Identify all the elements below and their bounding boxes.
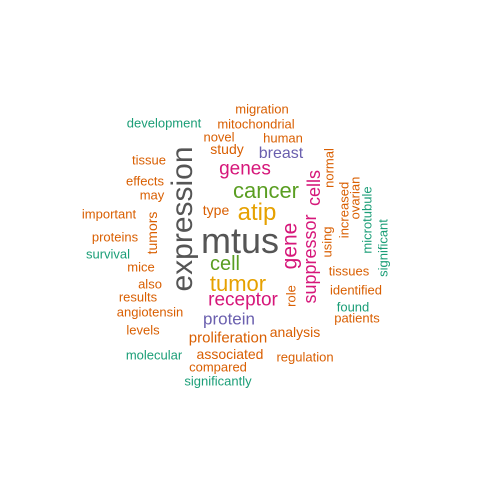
- word-expression: expression: [166, 146, 199, 292]
- word-cells: cells: [304, 169, 324, 207]
- word-tissues: tissues: [328, 263, 370, 279]
- word-role: role: [283, 285, 299, 307]
- word-using: using: [319, 226, 335, 258]
- word-also: also: [138, 276, 162, 292]
- word-analysis: analysis: [269, 324, 321, 340]
- word-tissue: tissue: [132, 152, 166, 168]
- word-cell: cell: [209, 253, 241, 275]
- word-tumors: tumors: [144, 211, 160, 255]
- word-gene: gene: [278, 222, 302, 270]
- word-molecular: molecular: [125, 347, 183, 363]
- word-identified: identified: [329, 282, 383, 298]
- word-associated: associated: [196, 346, 264, 362]
- word-levels: levels: [126, 322, 160, 338]
- word-development: development: [126, 115, 202, 131]
- word-human: human: [263, 130, 303, 146]
- word-results: results: [118, 289, 158, 305]
- word-genes: genes: [219, 158, 271, 180]
- word-cancer: cancer: [232, 178, 300, 203]
- word-proteins: proteins: [91, 229, 139, 245]
- word-mice: mice: [127, 259, 155, 275]
- word-survival: survival: [85, 246, 131, 262]
- word-migration: migration: [235, 101, 289, 117]
- word-compared: compared: [189, 359, 247, 375]
- word-mtus: mtus: [200, 220, 280, 261]
- word-tumor: tumor: [209, 271, 267, 296]
- word-may: may: [139, 187, 165, 203]
- word-patients: patients: [334, 310, 380, 326]
- word-found: found: [336, 299, 370, 315]
- word-suppressor: suppressor: [300, 214, 320, 304]
- word-atip: atip: [237, 199, 277, 226]
- word-mitochondrial: mitochondrial: [217, 116, 295, 132]
- word-regulation: regulation: [276, 349, 334, 365]
- word-angiotensin: angiotensin: [116, 304, 184, 320]
- word-study: study: [210, 141, 244, 157]
- word-breast: breast: [258, 145, 304, 162]
- word-significantly: significantly: [184, 373, 252, 389]
- word-microtubule: microtubule: [359, 186, 375, 254]
- word-type: type: [202, 202, 230, 218]
- word-normal: normal: [321, 148, 337, 188]
- word-significant: significant: [375, 219, 391, 277]
- word-important: important: [81, 206, 137, 222]
- word-receptor: receptor: [208, 289, 278, 311]
- word-effects: effects: [125, 173, 165, 189]
- word-proliferation: proliferation: [188, 329, 268, 347]
- word-protein: protein: [203, 309, 255, 329]
- word-novel: novel: [203, 129, 235, 145]
